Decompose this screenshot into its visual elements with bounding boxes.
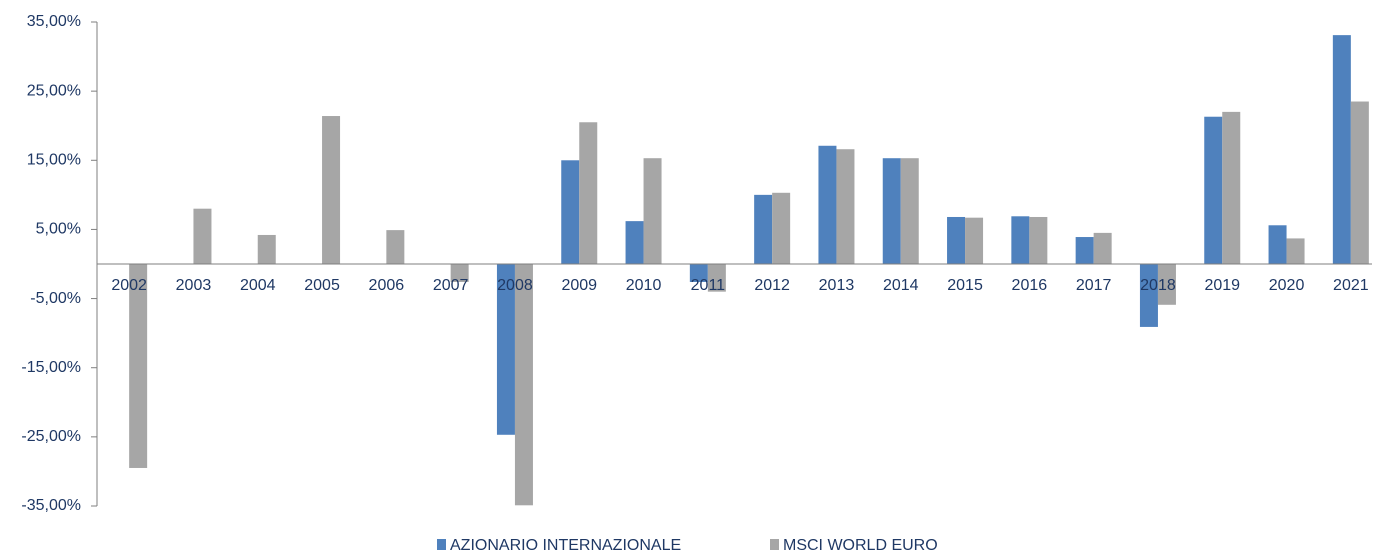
bar <box>689 264 708 282</box>
bar <box>496 264 515 435</box>
bar <box>1075 237 1094 264</box>
x-tick-label: 2015 <box>947 277 983 294</box>
bar <box>386 230 405 264</box>
bar <box>1332 35 1351 264</box>
y-tick-label: 35,00% <box>27 13 81 30</box>
bar <box>947 216 966 264</box>
x-tick-label: 2020 <box>1269 277 1305 294</box>
bar <box>193 208 212 264</box>
bar <box>965 217 984 264</box>
bar <box>1286 238 1305 264</box>
bar <box>1029 216 1048 264</box>
bar <box>1222 111 1241 264</box>
legend-label: AZIONARIO INTERNAZIONALE <box>450 537 681 554</box>
bar <box>625 221 644 264</box>
bar <box>707 264 726 292</box>
x-tick-label: 2021 <box>1333 277 1369 294</box>
bar <box>1139 264 1158 327</box>
x-tick-label: 2013 <box>819 277 855 294</box>
y-tick-label: -35,00% <box>21 497 81 514</box>
x-tick-label: 2016 <box>1012 277 1048 294</box>
bar <box>1268 225 1287 264</box>
x-tick-label: 2006 <box>369 277 405 294</box>
x-tick-label: 2008 <box>497 277 533 294</box>
bar <box>643 158 662 264</box>
bar <box>1157 264 1176 305</box>
bar <box>900 158 919 264</box>
bar <box>514 264 533 506</box>
legend-label: MSCI WORLD EURO <box>783 537 938 554</box>
bar <box>818 145 837 264</box>
y-tick-label: 5,00% <box>36 221 81 238</box>
x-tick-label: 2004 <box>240 277 276 294</box>
bar <box>450 264 469 282</box>
x-tick-label: 2011 <box>691 277 726 294</box>
y-tick-label: 15,00% <box>27 152 81 169</box>
bar <box>772 192 791 264</box>
bar <box>129 264 148 468</box>
legend-swatch <box>770 539 779 550</box>
y-tick-label: -5,00% <box>30 290 81 307</box>
x-tick-label: 2012 <box>754 277 790 294</box>
y-tick-label: -15,00% <box>21 359 81 376</box>
bar <box>836 149 855 264</box>
bar <box>1204 116 1223 265</box>
x-tick-label: 2010 <box>626 277 662 294</box>
x-tick-label: 2019 <box>1204 277 1240 294</box>
bar <box>257 234 276 264</box>
x-tick-label: 2007 <box>433 277 469 294</box>
bar <box>561 160 580 264</box>
legend-swatch <box>437 539 446 550</box>
bar <box>882 158 901 264</box>
bar <box>1093 232 1112 264</box>
x-tick-label: 2014 <box>883 277 919 294</box>
bar <box>579 122 598 264</box>
bar <box>754 194 773 264</box>
x-tick-label: 2018 <box>1140 277 1176 294</box>
x-tick-label: 2017 <box>1076 277 1112 294</box>
y-tick-label: -25,00% <box>21 428 81 445</box>
bar <box>322 116 341 264</box>
x-tick-label: 2003 <box>176 277 212 294</box>
y-tick-label: 25,00% <box>27 82 81 99</box>
x-tick-label: 2009 <box>561 277 597 294</box>
x-tick-label: 2005 <box>304 277 340 294</box>
bar <box>1011 216 1030 264</box>
x-tick-label: 2002 <box>111 277 147 294</box>
bar <box>1350 101 1369 264</box>
